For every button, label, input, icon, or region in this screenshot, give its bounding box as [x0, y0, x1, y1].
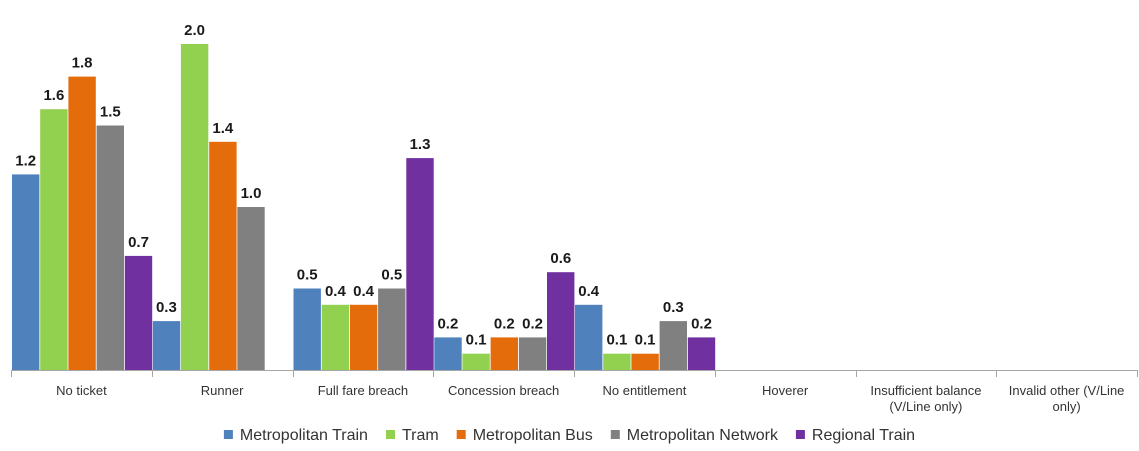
bar-regional-train: [687, 337, 716, 370]
x-tick-label: Concession breach: [448, 383, 559, 398]
data-label: 0.7: [128, 234, 149, 251]
legend-label: Metropolitan Bus: [473, 427, 593, 444]
bar-metropolitan-train: [12, 174, 40, 370]
bar-metropolitan-train: [293, 288, 321, 370]
data-label: 0.1: [606, 332, 627, 349]
x-tick-label: Hoverer: [762, 383, 809, 398]
data-label: 0.4: [353, 283, 375, 300]
legend-label: Metropolitan Train: [240, 427, 368, 444]
bar-metropolitan-bus: [490, 337, 518, 370]
legend-swatch: [610, 430, 620, 439]
bar-metropolitan-network: [96, 125, 124, 370]
legend-label: Tram: [402, 427, 439, 444]
data-label: 1.0: [241, 185, 262, 202]
category-labels: No ticket Runner Full fare breach Concessio…: [56, 383, 1124, 414]
data-label: 0.4: [578, 283, 600, 300]
legend-swatch: [223, 430, 233, 439]
legend: Metropolitan Train Tram Metropolitan Bus Me…: [223, 427, 915, 444]
bar-metropolitan-network: [378, 288, 406, 370]
data-label: 0.2: [437, 315, 458, 332]
bar-metropolitan-bus: [209, 141, 237, 370]
bar-metropolitan-network: [518, 337, 547, 370]
legend-label: Metropolitan Network: [627, 427, 779, 444]
data-label: 0.5: [297, 267, 318, 284]
value-labels-layer: 1.2 1.6 1.8 1.5 0.7 0.3 2.0 1.4 1.0 0.5 0.4 0.4 0.5 1…: [15, 22, 712, 349]
data-label: 0.3: [663, 299, 684, 316]
data-label: 2.0: [184, 22, 205, 39]
x-tick-label: Invalid other (V/Line only): [1009, 383, 1125, 414]
data-label: 0.3: [156, 299, 177, 316]
bar-regional-train: [406, 158, 434, 370]
x-tick-label: No entitlement: [602, 383, 686, 398]
bar-metropolitan-bus: [631, 353, 659, 370]
data-label: 0.1: [466, 332, 487, 349]
data-label: 1.5: [100, 104, 121, 121]
bar-tram: [180, 44, 209, 370]
data-label: 1.4: [212, 120, 234, 137]
x-tick-label: No ticket: [56, 383, 107, 398]
data-label: 0.2: [522, 315, 543, 332]
bar-metropolitan-bus: [68, 76, 96, 370]
bar-regional-train: [547, 272, 575, 370]
bar-tram: [40, 109, 68, 370]
bar-tram: [462, 353, 490, 370]
x-tick-label: Insufficient balance (V/Line only): [870, 383, 981, 414]
legend-swatch: [386, 430, 395, 439]
bar-tram: [321, 304, 350, 370]
data-label: 1.6: [43, 87, 64, 104]
data-label: 1.3: [410, 136, 431, 153]
data-label: 0.5: [381, 267, 402, 284]
data-label: 0.4: [325, 283, 347, 300]
data-label: 1.8: [72, 55, 93, 72]
bar-metropolitan-bus: [349, 304, 378, 370]
legend-swatch: [456, 430, 466, 439]
data-label: 1.2: [15, 152, 36, 169]
data-label: 0.2: [691, 315, 712, 332]
bar-metropolitan-train: [152, 321, 181, 370]
legend-label: Regional Train: [812, 427, 915, 444]
data-label: 0.6: [550, 250, 571, 267]
bar-regional-train: [124, 255, 153, 370]
data-label: 0.1: [635, 332, 656, 349]
bars-layer: [12, 44, 716, 370]
legend-swatch: [795, 430, 805, 439]
x-tick-label: Full fare breach: [318, 383, 408, 398]
bar-metropolitan-network: [237, 207, 265, 370]
data-label: 0.2: [494, 315, 515, 332]
bar-metropolitan-train: [575, 304, 603, 370]
x-tick-label: Runner: [201, 383, 244, 398]
x-axis-ticks: [11, 370, 1138, 377]
bar-metropolitan-train: [434, 337, 462, 370]
bar-tram: [603, 353, 631, 370]
bar-metropolitan-network: [659, 321, 687, 370]
